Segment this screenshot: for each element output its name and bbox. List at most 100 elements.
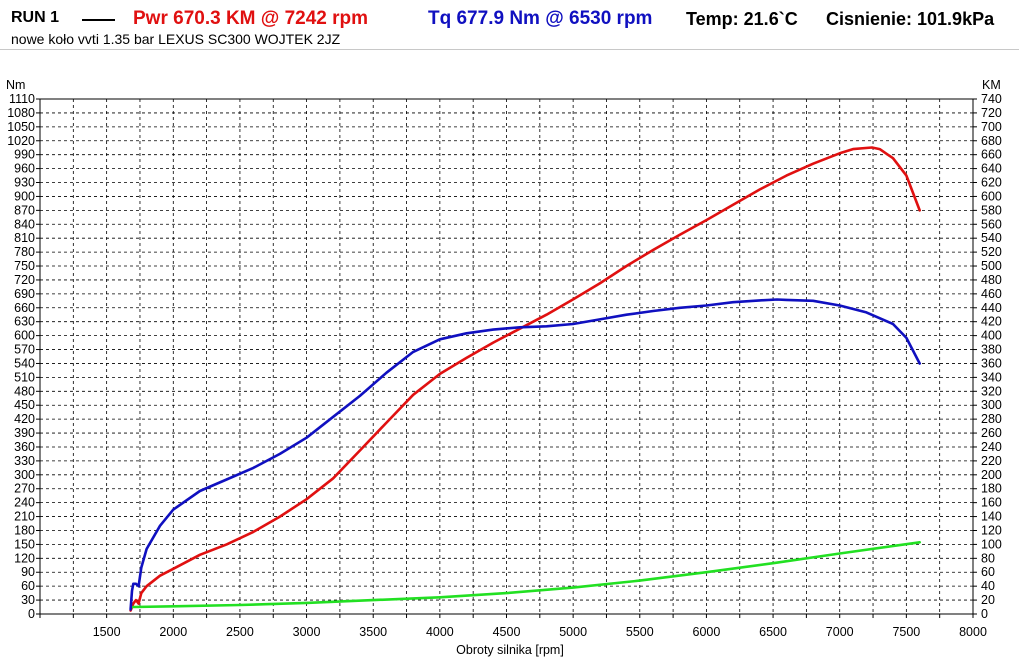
y-left-tick-label: 660 (14, 301, 35, 315)
y-left-tick-label: 720 (14, 273, 35, 287)
y-right-tick-label: 340 (981, 370, 1002, 384)
y-left-tick-label: 570 (14, 343, 35, 357)
y-left-tick-label: 750 (14, 259, 35, 273)
y-right-tick-label: 540 (981, 231, 1002, 245)
grid (40, 98, 973, 614)
y-right-tick-label: 480 (981, 273, 1002, 287)
y-right-tick-label: 440 (981, 301, 1002, 315)
y-right-tick-label: 40 (981, 579, 995, 593)
x-tick-label: 4500 (493, 625, 521, 639)
x-tick-label: 5500 (626, 625, 654, 639)
torque-peak-label: Tq 677.9 Nm @ 6530 rpm (428, 8, 653, 29)
y-left-tick-label: 1080 (7, 106, 35, 120)
x-tick-label: 8000 (959, 625, 987, 639)
y-right-tick-label: 0 (981, 607, 988, 621)
y-left-tick-label: 1110 (9, 92, 35, 106)
run-description: nowe koło vvti 1.35 bar LEXUS SC300 WOJT… (11, 31, 341, 47)
y-right-tick-label: 740 (981, 92, 1002, 106)
y-right-tick-label: 720 (981, 106, 1002, 120)
y-right-tick-label: 140 (981, 510, 1002, 524)
y-right-tick-label: 640 (981, 162, 1002, 176)
y-right-tick-label: 400 (981, 329, 1002, 343)
y-right-tick-label: 360 (981, 356, 1002, 370)
y-left-tick-label: 600 (14, 329, 35, 343)
y-left-tick-label: 900 (14, 189, 35, 203)
y-left-tick-label: 0 (28, 607, 35, 621)
y-left-tick-label: 480 (14, 384, 35, 398)
y-left-tick-label: 360 (14, 440, 35, 454)
y-left-tick-label: 930 (14, 176, 35, 190)
y-right-tick-label: 300 (981, 398, 1002, 412)
x-tick-label: 6500 (759, 625, 787, 639)
y-right-tick-label: 620 (981, 176, 1002, 190)
y-right-tick-label: 60 (981, 565, 995, 579)
x-tick-label: 5000 (559, 625, 587, 639)
y-left-tick-label: 690 (14, 287, 35, 301)
y-left-tick-label: 150 (14, 537, 35, 551)
y-left-tick-label: 210 (14, 510, 35, 524)
y-left-tick-label: 840 (14, 217, 35, 231)
y-left-tick-label: 120 (14, 551, 35, 565)
y-right-tick-label: 380 (981, 343, 1002, 357)
temperature-label: Temp: 21.6`C (686, 9, 798, 29)
y-left-tick-label: 870 (14, 203, 35, 217)
y-left-tick-label: 30 (21, 593, 35, 607)
y-left-tick-label: 60 (21, 579, 35, 593)
run-legend-line (82, 19, 115, 21)
y-right-tick-label: 260 (981, 426, 1002, 440)
y-right-tick-label: 20 (981, 593, 995, 607)
header-separator (0, 49, 1019, 50)
y-left-tick-label: 300 (14, 468, 35, 482)
pressure-label: Cisnienie: 101.9kPa (826, 9, 995, 29)
pwr-series-line (129, 146, 922, 612)
y-left-tick-label: 810 (14, 231, 35, 245)
y-right-tick-label: 700 (981, 120, 1002, 134)
y-left-tick-label: 240 (14, 496, 35, 510)
x-tick-label: 3500 (359, 625, 387, 639)
plot-frame (39, 98, 974, 615)
x-tick-label: 2500 (226, 625, 254, 639)
axes: 0306090120150180210240270300330360390420… (7, 92, 1002, 639)
y-right-tick-label: 120 (981, 523, 1002, 537)
y-right-tick-label: 100 (981, 537, 1002, 551)
y-right-tick-label: 520 (981, 245, 1002, 259)
y-left-tick-label: 180 (14, 523, 35, 537)
y-right-tick-label: 680 (981, 134, 1002, 148)
y-left-tick-label: 510 (14, 370, 35, 384)
y-left-tick-label: 390 (14, 426, 35, 440)
y-right-tick-label: 660 (981, 148, 1002, 162)
series-line-3 (132, 540, 922, 609)
y-left-tick-label: 1050 (7, 120, 35, 134)
y-right-tick-label: 280 (981, 412, 1002, 426)
y-right-tick-label: 220 (981, 454, 1002, 468)
x-tick-label: 4000 (426, 625, 454, 639)
y-left-tick-label: 1020 (7, 134, 35, 148)
y-right-tick-label: 320 (981, 384, 1002, 398)
x-tick-label: 1500 (93, 625, 121, 639)
y-right-tick-label: 160 (981, 496, 1002, 510)
x-tick-label: 3000 (293, 625, 321, 639)
y-axis-right-label: KM (982, 78, 1001, 92)
y-right-tick-label: 80 (981, 551, 995, 565)
y-left-tick-label: 420 (14, 412, 35, 426)
y-left-tick-label: 270 (14, 482, 35, 496)
tq-series-line (129, 298, 922, 611)
y-right-tick-label: 500 (981, 259, 1002, 273)
y-right-tick-label: 600 (981, 189, 1002, 203)
y-right-tick-label: 460 (981, 287, 1002, 301)
y-right-tick-label: 420 (981, 315, 1002, 329)
y-right-tick-label: 200 (981, 468, 1002, 482)
y-left-tick-label: 450 (14, 398, 35, 412)
run-label: RUN 1 (11, 9, 60, 26)
x-tick-label: 7500 (892, 625, 920, 639)
y-left-tick-label: 960 (14, 162, 35, 176)
y-left-tick-label: 540 (14, 356, 35, 370)
x-tick-label: 2000 (159, 625, 187, 639)
x-tick-label: 6000 (693, 625, 721, 639)
y-left-tick-label: 990 (14, 148, 35, 162)
y-left-tick-label: 90 (21, 565, 35, 579)
x-tick-label: 7000 (826, 625, 854, 639)
y-right-tick-label: 180 (981, 482, 1002, 496)
y-right-tick-label: 580 (981, 203, 1002, 217)
